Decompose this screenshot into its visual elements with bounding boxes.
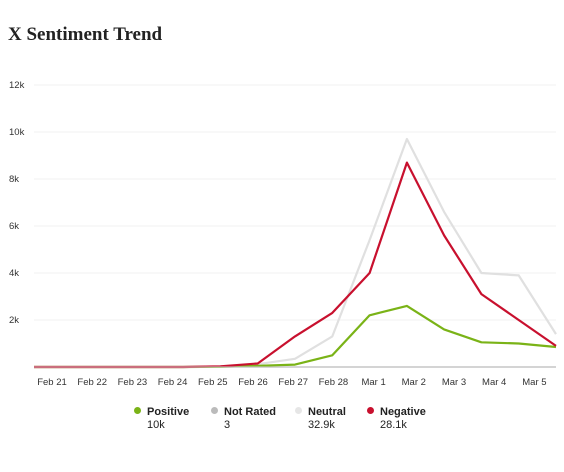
- legend-label-neutral: Neutral: [295, 406, 385, 418]
- legend-series-total: 10k: [147, 419, 165, 431]
- legend-dot: [211, 407, 218, 414]
- legend-label-negative: Negative: [367, 406, 457, 418]
- legend-dot: [134, 407, 141, 414]
- legend-series-total: 3: [224, 419, 231, 431]
- x-tick-label: Feb 22: [77, 377, 107, 388]
- x-tick-label: Feb 26: [238, 377, 268, 388]
- legend-dot: [295, 407, 302, 414]
- y-tick-label: 6k: [9, 221, 19, 232]
- y-axis-ticks: 2k 4k 6k 8k 10k 12k: [9, 80, 25, 326]
- x-tick-label: Feb 21: [37, 377, 67, 388]
- legend-series-name: Neutral: [308, 406, 346, 418]
- x-tick-label: Feb 28: [319, 377, 349, 388]
- y-tick-label: 2k: [9, 315, 19, 326]
- legend-label-not-rated: Not Rated: [211, 406, 301, 418]
- y-tick-label: 10k: [9, 127, 25, 138]
- legend-item-neutral[interactable]: Neutral 32.9k: [295, 406, 385, 431]
- legend-series-name: Positive: [147, 406, 190, 418]
- x-tick-label: Feb 27: [278, 377, 308, 388]
- series-lines: [34, 137, 557, 369]
- x-tick-label: Feb 25: [198, 377, 228, 388]
- grid-lines: [34, 84, 556, 321]
- series-line-neutral: [34, 137, 557, 369]
- legend-series-total: 28.1k: [380, 419, 407, 431]
- legend-item-not-rated[interactable]: Not Rated 3: [211, 406, 301, 431]
- legend-label-positive: Positive: [134, 406, 224, 418]
- x-tick-label: Mar 1: [361, 377, 385, 388]
- series-line-negative: [34, 161, 557, 369]
- x-tick-label: Mar 3: [442, 377, 466, 388]
- x-tick-label: Feb 23: [118, 377, 148, 388]
- x-tick-label: Feb 24: [158, 377, 188, 388]
- y-tick-label: 12k: [9, 80, 25, 91]
- legend-series-name: Not Rated: [224, 406, 276, 418]
- x-tick-label: Mar 4: [482, 377, 506, 388]
- y-tick-label: 8k: [9, 174, 19, 185]
- legend-item-positive[interactable]: Positive 10k: [134, 406, 224, 431]
- chart-title: X Sentiment Trend: [8, 24, 163, 45]
- x-axis-ticks: Feb 21 Feb 22 Feb 23 Feb 24 Feb 25 Feb 26 Feb …: [37, 377, 546, 388]
- x-tick-label: Mar 5: [522, 377, 546, 388]
- legend-dot: [367, 407, 374, 414]
- legend-series-name: Negative: [380, 406, 426, 418]
- y-tick-label: 4k: [9, 268, 19, 279]
- legend-series-total: 32.9k: [308, 419, 335, 431]
- x-tick-label: Mar 2: [402, 377, 426, 388]
- legend-item-negative[interactable]: Negative 28.1k: [367, 406, 457, 431]
